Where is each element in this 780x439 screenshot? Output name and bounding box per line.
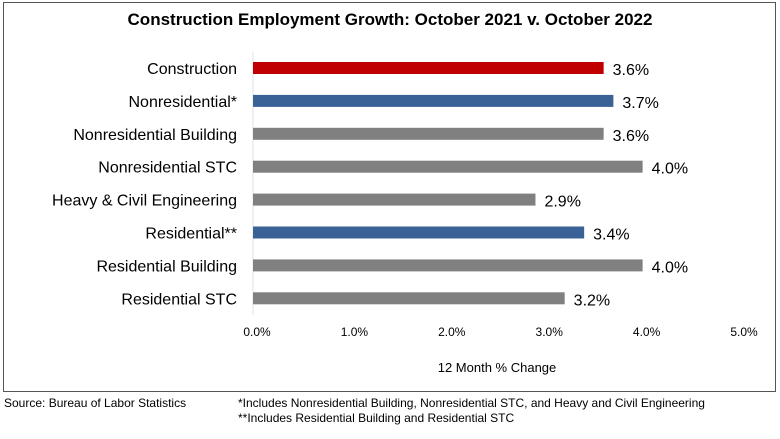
category-label: Residential** [145,226,237,243]
data-label: 3.2% [574,292,610,309]
chart-frame [3,2,776,392]
chart-title: Construction Employment Growth: October … [127,10,653,29]
bar [253,292,565,305]
data-label: 4.0% [652,259,688,276]
footnote-2: **Includes Residential Building and Resi… [238,411,515,425]
source-text: Source: Bureau of Labor Statistics [4,396,187,410]
data-label: 3.6% [613,62,649,79]
bar [253,160,643,173]
bar [253,62,604,74]
category-label: Residential Building [96,258,237,275]
bar [253,226,585,239]
x-axis-title: 12 Month % Change [438,360,557,375]
x-tick-label: 5.0% [730,325,758,339]
x-tick-label: 0.0% [243,325,271,339]
x-tick-label: 3.0% [536,325,564,339]
category-label: Construction [147,61,237,78]
category-label: Nonresidential* [128,94,237,111]
bar [253,127,604,140]
data-label: 3.7% [622,95,658,112]
bar [253,259,643,272]
x-tick-label: 2.0% [438,325,466,339]
x-tick-label: 4.0% [633,325,661,339]
category-label: Nonresidential STC [98,160,237,177]
bar [253,94,614,107]
data-label: 3.4% [593,227,629,244]
data-label: 2.9% [544,194,580,211]
bar [253,193,536,206]
data-label: 4.0% [652,161,688,178]
category-label: Heavy & Civil Engineering [52,193,237,210]
x-tick-label: 1.0% [341,325,369,339]
category-label: Residential STC [121,291,237,308]
data-label: 3.6% [613,128,649,145]
category-label: Nonresidential Building [73,127,237,144]
footnote-1: *Includes Nonresidential Building, Nonre… [238,396,705,410]
